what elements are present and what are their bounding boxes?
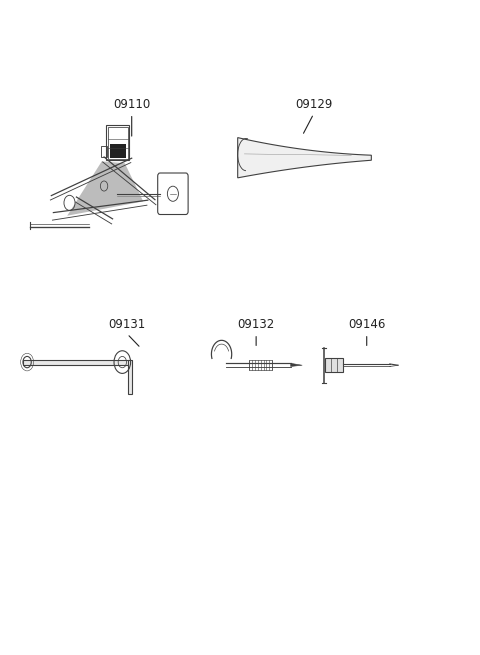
Bar — [249, 360, 272, 370]
Bar — [108, 126, 128, 159]
Polygon shape — [67, 161, 143, 215]
Text: 09131: 09131 — [108, 318, 146, 331]
Bar — [325, 358, 343, 372]
Bar — [24, 360, 131, 365]
Text: 09146: 09146 — [348, 318, 385, 331]
Polygon shape — [238, 138, 372, 178]
Text: 09110: 09110 — [113, 98, 150, 111]
Bar — [107, 125, 130, 160]
Text: 09129: 09129 — [295, 98, 333, 111]
Bar — [101, 145, 107, 157]
Bar — [128, 360, 132, 394]
Bar — [110, 143, 126, 158]
Polygon shape — [291, 364, 302, 367]
Text: 09132: 09132 — [238, 318, 275, 331]
